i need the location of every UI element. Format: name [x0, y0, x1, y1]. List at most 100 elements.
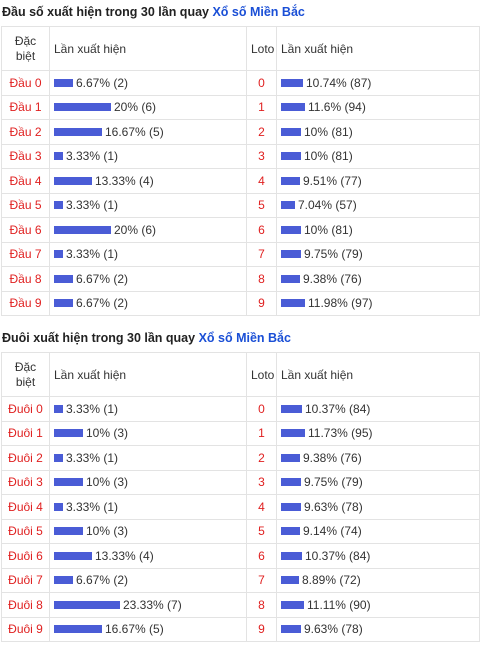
frequency-bar	[54, 201, 63, 210]
dau-section: Đầu số xuất hiện trong 30 lần quay Xổ số…	[0, 0, 480, 316]
frequency-text: 16.67% (5)	[105, 124, 164, 139]
duoi-section-title: Đuôi xuất hiện trong 30 lần quay Xổ số M…	[0, 326, 480, 352]
loto-frequency-bar	[281, 527, 300, 536]
loto-frequency-bar	[281, 78, 303, 87]
loto-frequency-bar	[281, 103, 305, 112]
frequency-text: 3.33% (1)	[66, 499, 119, 514]
frequency-text: 16.67% (5)	[105, 622, 164, 637]
header-lan-xuat-hien-loto: Lần xuất hiện	[276, 352, 480, 397]
loto-frequency-text: 10.37% (84)	[305, 548, 371, 563]
dau-title-link[interactable]: Xổ số Miền Bắc	[212, 5, 305, 19]
loto-frequency-cell: 10.37% (84)	[276, 543, 480, 569]
duoi-table-body: Đuôi 0 3.33% (1) 0 10.37% (84) Đuôi 1 10% (3)…	[1, 396, 480, 642]
row-label: Đầu 4	[1, 168, 50, 194]
frequency-text: 6.67% (2)	[76, 296, 129, 311]
frequency-text: 10% (3)	[86, 475, 129, 490]
loto-frequency-cell: 10% (81)	[276, 217, 480, 243]
frequency-cell: 13.33% (4)	[49, 168, 247, 194]
frequency-text: 20% (6)	[114, 222, 157, 237]
loto-frequency-bar	[281, 299, 305, 308]
dau-title-text: Đầu số xuất hiện trong 30 lần quay	[2, 5, 209, 19]
loto-frequency-cell: 11.11% (90)	[276, 592, 480, 618]
loto-frequency-text: 7.04% (57)	[298, 198, 357, 213]
row-label: Đuôi 4	[1, 494, 50, 520]
header-dac-biet: Đặc biệt	[1, 352, 50, 397]
frequency-text: 13.33% (4)	[95, 548, 154, 563]
loto-number: 5	[246, 518, 277, 544]
loto-frequency-cell: 9.51% (77)	[276, 168, 480, 194]
loto-frequency-cell: 9.38% (76)	[276, 445, 480, 471]
loto-frequency-cell: 7.04% (57)	[276, 192, 480, 218]
table-row: Đuôi 7 6.67% (2) 7 8.89% (72)	[1, 567, 480, 593]
frequency-cell: 3.33% (1)	[49, 445, 247, 471]
frequency-text: 3.33% (1)	[66, 247, 119, 262]
row-label: Đầu 5	[1, 192, 50, 218]
frequency-text: 13.33% (4)	[95, 173, 154, 188]
loto-frequency-cell: 9.14% (74)	[276, 518, 480, 544]
frequency-bar	[54, 176, 92, 185]
loto-frequency-text: 9.38% (76)	[303, 271, 362, 286]
loto-frequency-text: 9.75% (79)	[304, 475, 363, 490]
frequency-bar	[54, 250, 63, 259]
loto-frequency-cell: 9.75% (79)	[276, 469, 480, 495]
duoi-title-link[interactable]: Xổ số Miền Bắc	[198, 331, 291, 345]
loto-frequency-cell: 10% (81)	[276, 143, 480, 169]
loto-frequency-bar	[281, 404, 302, 413]
row-label: Đuôi 9	[1, 616, 50, 642]
loto-frequency-cell: 10% (81)	[276, 119, 480, 145]
frequency-bar	[54, 502, 63, 511]
table-row: Đuôi 8 23.33% (7) 8 11.11% (90)	[1, 592, 480, 618]
loto-number: 9	[246, 290, 277, 316]
frequency-bar	[54, 78, 73, 87]
loto-number: 5	[246, 192, 277, 218]
frequency-bar	[54, 152, 63, 161]
loto-number: 0	[246, 70, 277, 96]
table-row: Đầu 9 6.67% (2) 9 11.98% (97)	[1, 290, 480, 316]
row-label: Đầu 8	[1, 266, 50, 292]
duoi-table: Đặc biệt Lần xuất hiện Loto Lần xuất hiệ…	[1, 352, 480, 642]
frequency-cell: 3.33% (1)	[49, 241, 247, 267]
loto-frequency-text: 10% (81)	[304, 149, 353, 164]
loto-frequency-text: 10% (81)	[304, 124, 353, 139]
frequency-text: 6.67% (2)	[76, 573, 129, 588]
table-row: Đuôi 9 16.67% (5) 9 9.63% (78)	[1, 616, 480, 642]
loto-frequency-text: 10% (81)	[304, 222, 353, 237]
row-label: Đuôi 6	[1, 543, 50, 569]
table-row: Đầu 1 20% (6) 1 11.6% (94)	[1, 94, 480, 120]
loto-number: 0	[246, 396, 277, 422]
frequency-cell: 6.67% (2)	[49, 266, 247, 292]
loto-frequency-cell: 10.74% (87)	[276, 70, 480, 96]
loto-frequency-cell: 10.37% (84)	[276, 396, 480, 422]
loto-frequency-cell: 9.38% (76)	[276, 266, 480, 292]
row-label: Đầu 2	[1, 119, 50, 145]
row-label: Đuôi 8	[1, 592, 50, 618]
loto-frequency-bar	[281, 201, 295, 210]
loto-frequency-cell: 9.63% (78)	[276, 494, 480, 520]
frequency-bar	[54, 453, 63, 462]
frequency-cell: 16.67% (5)	[49, 616, 247, 642]
loto-number: 1	[246, 94, 277, 120]
duoi-section: Đuôi xuất hiện trong 30 lần quay Xổ số M…	[0, 326, 480, 642]
frequency-bar	[54, 103, 111, 112]
loto-frequency-text: 9.63% (78)	[304, 622, 363, 637]
frequency-bar	[54, 576, 73, 585]
loto-frequency-bar	[281, 625, 301, 634]
frequency-bar	[54, 225, 111, 234]
dau-header-row: Đặc biệt Lần xuất hiện Loto Lần xuất hiệ…	[1, 26, 480, 71]
table-row: Đầu 2 16.67% (5) 2 10% (81)	[1, 119, 480, 145]
loto-frequency-text: 11.6% (94)	[308, 100, 366, 115]
loto-number: 8	[246, 266, 277, 292]
frequency-bar	[54, 299, 73, 308]
frequency-bar	[54, 127, 102, 136]
loto-frequency-bar	[281, 576, 299, 585]
frequency-cell: 6.67% (2)	[49, 70, 247, 96]
frequency-bar	[54, 527, 83, 536]
frequency-cell: 13.33% (4)	[49, 543, 247, 569]
loto-number: 4	[246, 168, 277, 194]
table-row: Đầu 4 13.33% (4) 4 9.51% (77)	[1, 168, 480, 194]
frequency-text: 10% (3)	[86, 426, 129, 441]
loto-frequency-bar	[281, 478, 301, 487]
frequency-text: 3.33% (1)	[66, 198, 119, 213]
frequency-cell: 3.33% (1)	[49, 192, 247, 218]
loto-frequency-text: 9.51% (77)	[303, 173, 362, 188]
